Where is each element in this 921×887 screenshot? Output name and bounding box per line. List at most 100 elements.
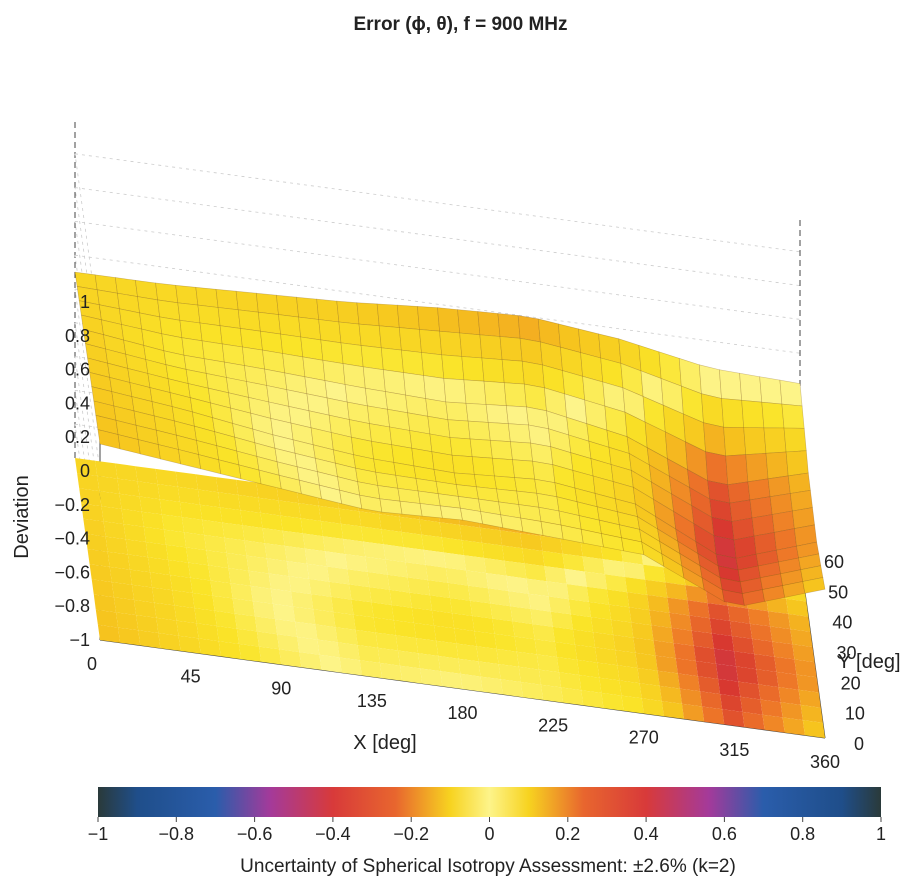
colorbar-tick-label: 0.6 [712, 824, 737, 844]
lower-surface-patch [188, 562, 211, 581]
lower-surface-patch [232, 598, 255, 617]
chart-title: Error (ϕ, θ), f = 900 MHz [353, 14, 568, 35]
lower-surface-patch [566, 584, 589, 602]
upper-surface-patch [356, 302, 380, 327]
lower-surface-patch [796, 674, 819, 693]
lower-surface-patch [677, 673, 700, 692]
z-tick-label: −0.6 [54, 562, 90, 582]
lower-surface-patch [633, 637, 656, 656]
lower-surface-patch [264, 543, 287, 562]
lower-surface-patch [526, 578, 549, 597]
lower-surface-patch [129, 569, 153, 588]
lower-surface-patch [343, 538, 366, 557]
lower-surface-patch [250, 585, 273, 604]
lower-surface-patch [206, 550, 229, 569]
lower-surface-patch [139, 496, 162, 515]
lower-surface-patch [450, 598, 473, 616]
lower-surface-patch [141, 511, 164, 530]
lower-surface-patch [445, 567, 469, 586]
upper-surface-patch [517, 315, 541, 343]
lower-surface-patch [95, 609, 119, 628]
lower-surface-patch [383, 544, 406, 563]
lower-surface-patch [609, 604, 632, 623]
upper-surface-patch [745, 452, 769, 483]
lower-surface-patch [345, 554, 368, 572]
lower-surface-patch [766, 596, 789, 614]
lower-surface-patch [429, 595, 453, 614]
upper-surface-patch [759, 376, 783, 405]
lower-surface-patch [552, 626, 575, 645]
x-tick-label: 225 [538, 715, 568, 735]
x-tick-label: 315 [719, 740, 749, 760]
lower-surface-patch [177, 486, 200, 505]
lower-surface-patch [138, 630, 161, 649]
lower-surface-patch [111, 582, 134, 600]
upper-surface-patch [399, 500, 423, 517]
x-tick-label: 360 [810, 752, 840, 772]
lower-surface-patch [418, 653, 441, 672]
upper-surface-patch [512, 459, 536, 480]
lower-surface-patch [631, 622, 654, 641]
lower-surface-patch [103, 521, 126, 540]
upper-surface-patch [739, 372, 763, 403]
upper-surface-patch [727, 481, 751, 504]
lower-surface-patch [246, 555, 269, 574]
upper-surface-patch [507, 423, 531, 444]
lower-surface-patch [494, 633, 517, 652]
lower-surface-patch [729, 620, 753, 639]
upper-surface-patch [419, 329, 443, 356]
lower-surface-patch [752, 638, 775, 657]
lower-surface-patch [401, 531, 424, 550]
upper-surface-patch [479, 334, 503, 360]
lower-surface-patch [645, 579, 668, 598]
lower-surface-patch [87, 549, 110, 567]
lower-surface-patch [315, 624, 338, 643]
lower-surface-patch [341, 523, 364, 542]
lower-surface-patch [758, 684, 781, 703]
lower-surface-patch [438, 655, 461, 674]
lower-surface-patch [798, 689, 821, 708]
lower-surface-patch [184, 532, 207, 551]
z-tick-label: −1 [69, 630, 90, 650]
lower-surface-patch [582, 556, 605, 575]
colorbar-tick-label: 1 [876, 824, 886, 844]
lower-surface-patch [476, 646, 499, 665]
lower-surface-patch [421, 534, 444, 553]
upper-surface-patch [789, 489, 813, 512]
upper-surface-patch [437, 307, 461, 334]
lower-surface-patch [154, 602, 177, 621]
lower-surface-patch [581, 690, 604, 709]
lower-surface-patch [591, 617, 614, 635]
z-tick-label: 0.8 [65, 326, 90, 346]
lower-surface-patch [595, 647, 618, 666]
colorbar-tick-label: −1 [88, 824, 109, 844]
upper-surface-patch [298, 316, 322, 341]
lower-surface-patch [282, 530, 305, 549]
lower-surface-patch [479, 527, 503, 546]
upper-surface-patch [499, 336, 523, 362]
lower-surface-patch [168, 559, 191, 578]
lower-surface-patch [496, 648, 519, 667]
lower-surface-patch [637, 668, 660, 686]
upper-surface-patch [451, 454, 475, 475]
upper-surface-patch [441, 354, 465, 381]
upper-surface-patch [177, 302, 201, 324]
lower-surface-patch [318, 505, 341, 524]
lower-surface-patch [311, 594, 334, 612]
lower-surface-patch [317, 639, 340, 658]
lower-surface-patch [782, 717, 805, 736]
lower-surface-patch [459, 524, 482, 543]
lower-surface-patch [89, 564, 112, 583]
lower-surface-patch [322, 536, 346, 555]
lower-surface-patch [178, 635, 201, 654]
upper-surface-patch [257, 311, 281, 335]
lower-surface-patch [474, 631, 497, 649]
lower-surface-patch [635, 652, 658, 671]
upper-surface [74, 271, 826, 606]
lower-surface-patch [200, 504, 223, 523]
z-tick-label: −0.8 [54, 596, 90, 616]
upper-surface-patch [743, 427, 767, 455]
upper-surface-patch [423, 375, 447, 403]
upper-surface-patch [239, 328, 263, 351]
